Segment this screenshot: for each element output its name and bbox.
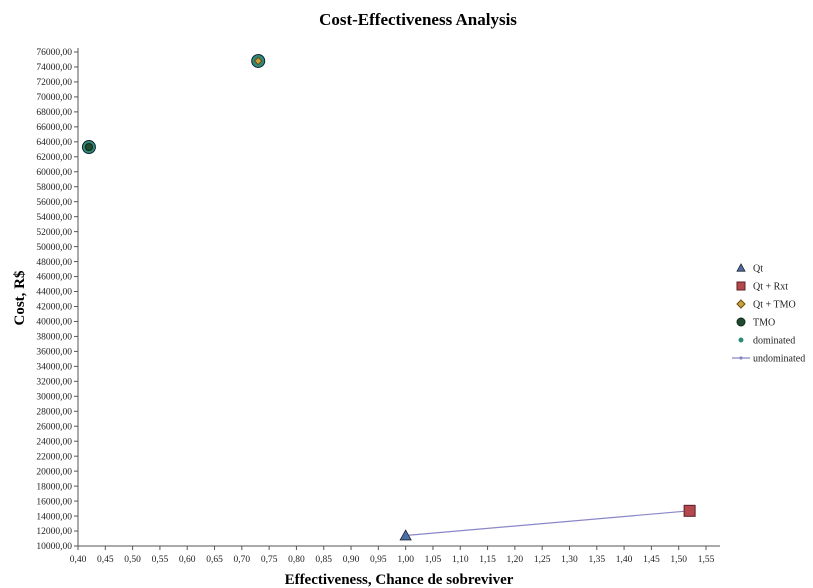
y-tick-label: 60000,00 [36, 168, 72, 178]
y-tick-label: 16000,00 [36, 497, 72, 507]
y-tick-label: 48000,00 [36, 258, 72, 268]
y-tick-label: 22000,00 [36, 452, 72, 462]
x-tick-label: 0,40 [70, 555, 87, 565]
legend: Qt Qt + Rxt Qt + TMO TMO dominated undominate… [732, 263, 805, 365]
legend-label: dominated [753, 336, 795, 347]
x-tick-label: 1,35 [588, 555, 605, 565]
y-tick-label: 40000,00 [36, 318, 72, 328]
x-tick-label: 0,45 [97, 555, 114, 565]
point-qt-tmo [253, 56, 263, 66]
legend-marker-tmo [736, 317, 746, 327]
y-tick-label: 28000,00 [36, 407, 72, 417]
legend-marker-dominated [738, 337, 744, 343]
y-tick-label: 76000,00 [36, 48, 72, 58]
y-tick-label: 52000,00 [36, 228, 72, 238]
x-tick-label: 1,10 [452, 555, 469, 565]
chart-title: Cost-Effectiveness Analysis [319, 10, 517, 29]
legend-label: undominated [753, 354, 805, 365]
y-tick-label: 32000,00 [36, 378, 72, 388]
x-tick-label: 0,70 [234, 555, 251, 565]
y-tick-label: 34000,00 [36, 363, 72, 373]
x-tick-label: 0,75 [261, 555, 278, 565]
x-tick-label: 1,20 [507, 555, 524, 565]
y-tick-label: 64000,00 [36, 138, 72, 148]
y-tick-label: 62000,00 [36, 153, 72, 163]
y-tick-label: 44000,00 [36, 288, 72, 298]
legend-marker-undominated-dot [739, 356, 743, 360]
y-axis-label: Cost, R$ [12, 270, 28, 325]
x-tick-label: 0,85 [315, 555, 332, 565]
y-tick-label: 18000,00 [36, 482, 72, 492]
x-tick-label: 0,50 [124, 555, 141, 565]
x-tick-label: 0,90 [343, 555, 360, 565]
legend-marker-qt-rxt [736, 281, 746, 291]
plot-points [81, 53, 696, 541]
point-tmo [84, 142, 94, 152]
x-tick-label: 0,95 [370, 555, 387, 565]
x-tick-label: 0,65 [206, 555, 223, 565]
y-tick-label: 20000,00 [36, 467, 72, 477]
y-tick-label: 12000,00 [36, 527, 72, 537]
x-tick-label: 1,00 [397, 555, 414, 565]
y-tick-label: 24000,00 [36, 437, 72, 447]
y-tick-label: 74000,00 [36, 63, 72, 73]
legend-label: Qt + Rxt [753, 282, 788, 293]
y-tick-label: 10000,00 [36, 542, 72, 552]
y-tick-label: 72000,00 [36, 78, 72, 88]
y-ticks: 10000,00 12000,00 14000,00 16000,00 18000,00… [36, 48, 78, 552]
y-tick-label: 26000,00 [36, 422, 72, 432]
legend-marker-qt [736, 263, 746, 272]
x-tick-label: 0,60 [179, 555, 196, 565]
y-tick-label: 50000,00 [36, 243, 72, 253]
y-tick-label: 70000,00 [36, 93, 72, 103]
x-tick-label: 1,25 [534, 555, 551, 565]
x-tick-label: 1,55 [698, 555, 715, 565]
point-qt-rxt [683, 504, 696, 517]
legend-label: TMO [753, 318, 775, 329]
y-tick-label: 68000,00 [36, 108, 72, 118]
x-tick-label: 1,30 [561, 555, 578, 565]
x-axis-label: Effectiveness, Chance de sobreviver [285, 572, 514, 588]
y-tick-label: 36000,00 [36, 348, 72, 358]
x-tick-label: 1,05 [425, 555, 442, 565]
y-tick-label: 38000,00 [36, 333, 72, 343]
legend-label: Qt + TMO [753, 300, 796, 311]
point-qt [399, 529, 412, 541]
y-tick-label: 30000,00 [36, 393, 72, 403]
y-tick-label: 54000,00 [36, 213, 72, 223]
x-ticks: 0,40 0,45 0,50 0,55 0,60 0,65 0,70 0,75 0,80 0,85… [70, 546, 715, 565]
x-tick-label: 0,80 [288, 555, 305, 565]
x-tick-label: 1,15 [479, 555, 496, 565]
x-tick-label: 1,50 [670, 555, 687, 565]
y-tick-label: 58000,00 [36, 183, 72, 193]
x-tick-label: 1,40 [616, 555, 633, 565]
y-tick-label: 66000,00 [36, 123, 72, 133]
legend-marker-qt-tmo [736, 299, 746, 309]
undominated-frontier-line [405, 510, 690, 537]
plot-lines [405, 510, 690, 537]
y-tick-label: 14000,00 [36, 512, 72, 522]
x-tick-label: 0,55 [152, 555, 169, 565]
y-tick-label: 46000,00 [36, 273, 72, 283]
x-tick-label: 1,45 [643, 555, 660, 565]
y-tick-label: 56000,00 [36, 198, 72, 208]
y-tick-label: 42000,00 [36, 303, 72, 313]
legend-label: Qt [753, 264, 763, 275]
